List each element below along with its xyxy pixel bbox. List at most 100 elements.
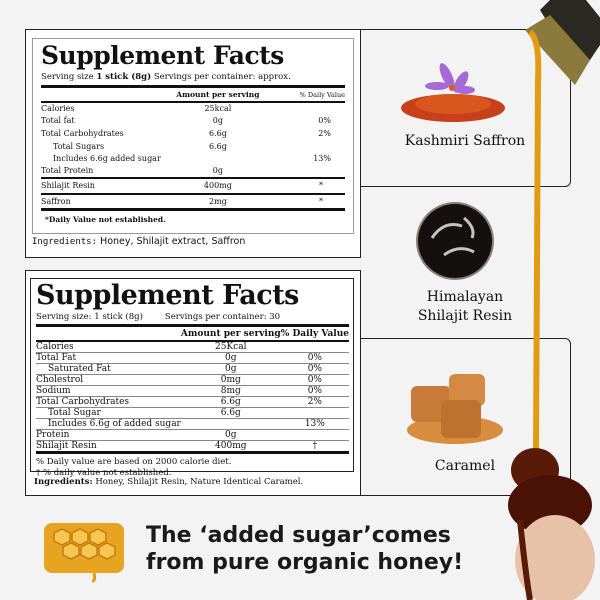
ingredients-line: Ingredients: Honey, Shilajit Resin, Natu… bbox=[34, 477, 303, 487]
honey-pour-image bbox=[508, 0, 600, 600]
row-name: Includes 6.6g of added sugar bbox=[36, 418, 181, 430]
saffron-image bbox=[401, 63, 505, 122]
note-not-established: † % daily value not established. bbox=[36, 468, 172, 478]
row-dv: 2% bbox=[280, 396, 349, 408]
table-row: Saturated Fat 0g 0% bbox=[36, 363, 349, 375]
row-amount: 0mg bbox=[180, 374, 281, 386]
row-amount: 25kcal bbox=[204, 104, 232, 114]
facts-table: Amount per serving% Daily Value Calories… bbox=[41, 88, 345, 211]
table-row: Includes 6.6g of added sugar 13% bbox=[36, 418, 349, 430]
row-dv: 0% bbox=[280, 374, 349, 386]
row-dv: 2% bbox=[318, 128, 331, 138]
row-name: Shilajit Resin bbox=[41, 181, 95, 191]
tagline-line1: The ‘added sugar’comes bbox=[146, 523, 451, 548]
row-dv: 13% bbox=[280, 418, 349, 430]
row-amount: 8mg bbox=[180, 385, 281, 397]
row-amount: 400mg bbox=[180, 440, 281, 454]
caramel-image bbox=[407, 374, 503, 444]
table-row: Total fat 0g 0% bbox=[41, 115, 345, 128]
row-amount bbox=[161, 152, 275, 165]
serving-info: Serving size 1 stick (8g) Servings per c… bbox=[41, 72, 345, 88]
panel-label-shilajit: Himalayan Shilajit Resin bbox=[360, 288, 570, 326]
row-name: Cholestrol bbox=[36, 374, 181, 386]
note-daily-value: % Daily value are based on 2000 calorie … bbox=[36, 457, 232, 467]
table-row: Total Carbohydrates 6.6g 2% bbox=[41, 127, 345, 140]
row-name: Total Fat bbox=[36, 352, 181, 364]
ingredients-text: Honey, Shilajit extract, Saffron bbox=[100, 236, 246, 247]
row-dv: 13% bbox=[313, 154, 331, 164]
row-amount: 6.6g bbox=[208, 141, 227, 151]
row-name: Total Carbohydrates bbox=[41, 128, 124, 138]
row-dv: † bbox=[280, 440, 349, 454]
honeycomb-image bbox=[44, 523, 124, 583]
supplement-facts-card-caramel: Supplement Facts Serving size: 1 stick (… bbox=[25, 270, 361, 496]
row-name: Total Carbohydrates bbox=[36, 396, 181, 408]
row-dv bbox=[280, 407, 349, 419]
ingredients-text: Honey, Shilajit Resin, Nature Identical … bbox=[95, 477, 304, 487]
table-row: Total Sugars 6.6g bbox=[41, 140, 345, 153]
label-line1: Himalayan bbox=[426, 289, 504, 305]
facts-title: Supplement Facts bbox=[41, 41, 284, 70]
table-row: Calories 25kcal bbox=[41, 102, 345, 115]
label-line2: Shilajit Resin bbox=[417, 308, 513, 324]
tagline-line2: from pure organic honey! bbox=[146, 550, 464, 575]
row-name: Total Sugars bbox=[53, 141, 105, 151]
row-name: Protein bbox=[36, 429, 181, 441]
row-dv: * bbox=[319, 181, 323, 191]
table-row: Saffron 2mg * bbox=[41, 194, 345, 210]
row-dv bbox=[275, 165, 345, 178]
row-amount: 6.6g bbox=[180, 396, 281, 408]
row-name: Calories bbox=[41, 104, 75, 114]
row-amount: 0g bbox=[180, 429, 281, 441]
row-amount: 0g bbox=[212, 166, 223, 176]
table-row: Shilajit Resin 400mg * bbox=[41, 178, 345, 194]
row-amount: 0g bbox=[212, 116, 223, 126]
header-amount: Amount per serving bbox=[180, 327, 281, 342]
row-amount: 2mg bbox=[208, 196, 227, 206]
facts-table-box: Supplement Facts Serving size: 1 stick (… bbox=[30, 278, 354, 478]
serving-label: Serving size bbox=[41, 72, 94, 82]
table-row: Cholestrol 0mg 0% bbox=[36, 374, 349, 386]
servings-container: Servings per container: approx. bbox=[153, 72, 291, 82]
facts-table-box: Supplement Facts Serving size 1 stick (8… bbox=[32, 38, 354, 234]
shilajit-image bbox=[416, 202, 494, 280]
row-dv bbox=[280, 429, 349, 441]
row-amount bbox=[180, 418, 281, 430]
table-row: Total Protein 0g bbox=[41, 165, 345, 178]
serving-info: Serving size: 1 stick (8g) Servings per … bbox=[36, 312, 349, 327]
row-dv: 0% bbox=[280, 363, 349, 375]
row-name: Calories bbox=[36, 341, 181, 353]
row-name: Saffron bbox=[41, 196, 71, 206]
servings-container: Servings per container: 30 bbox=[164, 312, 281, 322]
row-name: Total fat bbox=[41, 116, 75, 126]
row-dv: 0% bbox=[280, 352, 349, 364]
header-dv: % Daily Value bbox=[280, 327, 349, 342]
footnote: *Daily Value not established. bbox=[45, 215, 166, 225]
facts-table: Amount per serving% Daily Value Calories… bbox=[36, 327, 349, 454]
row-amount: 0g bbox=[180, 352, 281, 364]
row-amount: 25Kcal bbox=[180, 341, 281, 353]
row-name: Total Sugar bbox=[36, 407, 181, 419]
header-amount: Amount per serving bbox=[176, 90, 260, 99]
row-dv: 0% bbox=[280, 385, 349, 397]
ingredients-label: Ingredients: bbox=[32, 237, 98, 247]
table-row: Sodium 8mg 0% bbox=[36, 385, 349, 397]
serving-value: 1 stick (8g) bbox=[96, 72, 152, 82]
table-row: Total Fat 0g 0% bbox=[36, 352, 349, 364]
facts-title: Supplement Facts bbox=[36, 280, 299, 311]
row-dv bbox=[280, 341, 349, 353]
row-name: Includes 6.6g added sugar bbox=[53, 154, 161, 164]
panel-label-saffron: Kashmiri Saffron bbox=[404, 133, 526, 149]
supplement-facts-card-saffron: Supplement Facts Serving size 1 stick (8… bbox=[25, 29, 361, 258]
table-row: Total Carbohydrates 6.6g 2% bbox=[36, 396, 349, 408]
row-amount: 0g bbox=[180, 363, 281, 375]
panel-label-caramel: Caramel bbox=[434, 458, 496, 474]
row-amount: 400mg bbox=[203, 181, 232, 191]
row-dv: * bbox=[319, 196, 323, 206]
row-dv bbox=[275, 102, 345, 115]
ingredients-label: Ingredients: bbox=[34, 477, 93, 487]
table-row: Calories 25Kcal bbox=[36, 341, 349, 353]
row-name: Total Protein bbox=[41, 166, 94, 176]
row-amount: 6.6g bbox=[208, 128, 227, 138]
table-row: Total Sugar 6.6g bbox=[36, 407, 349, 419]
